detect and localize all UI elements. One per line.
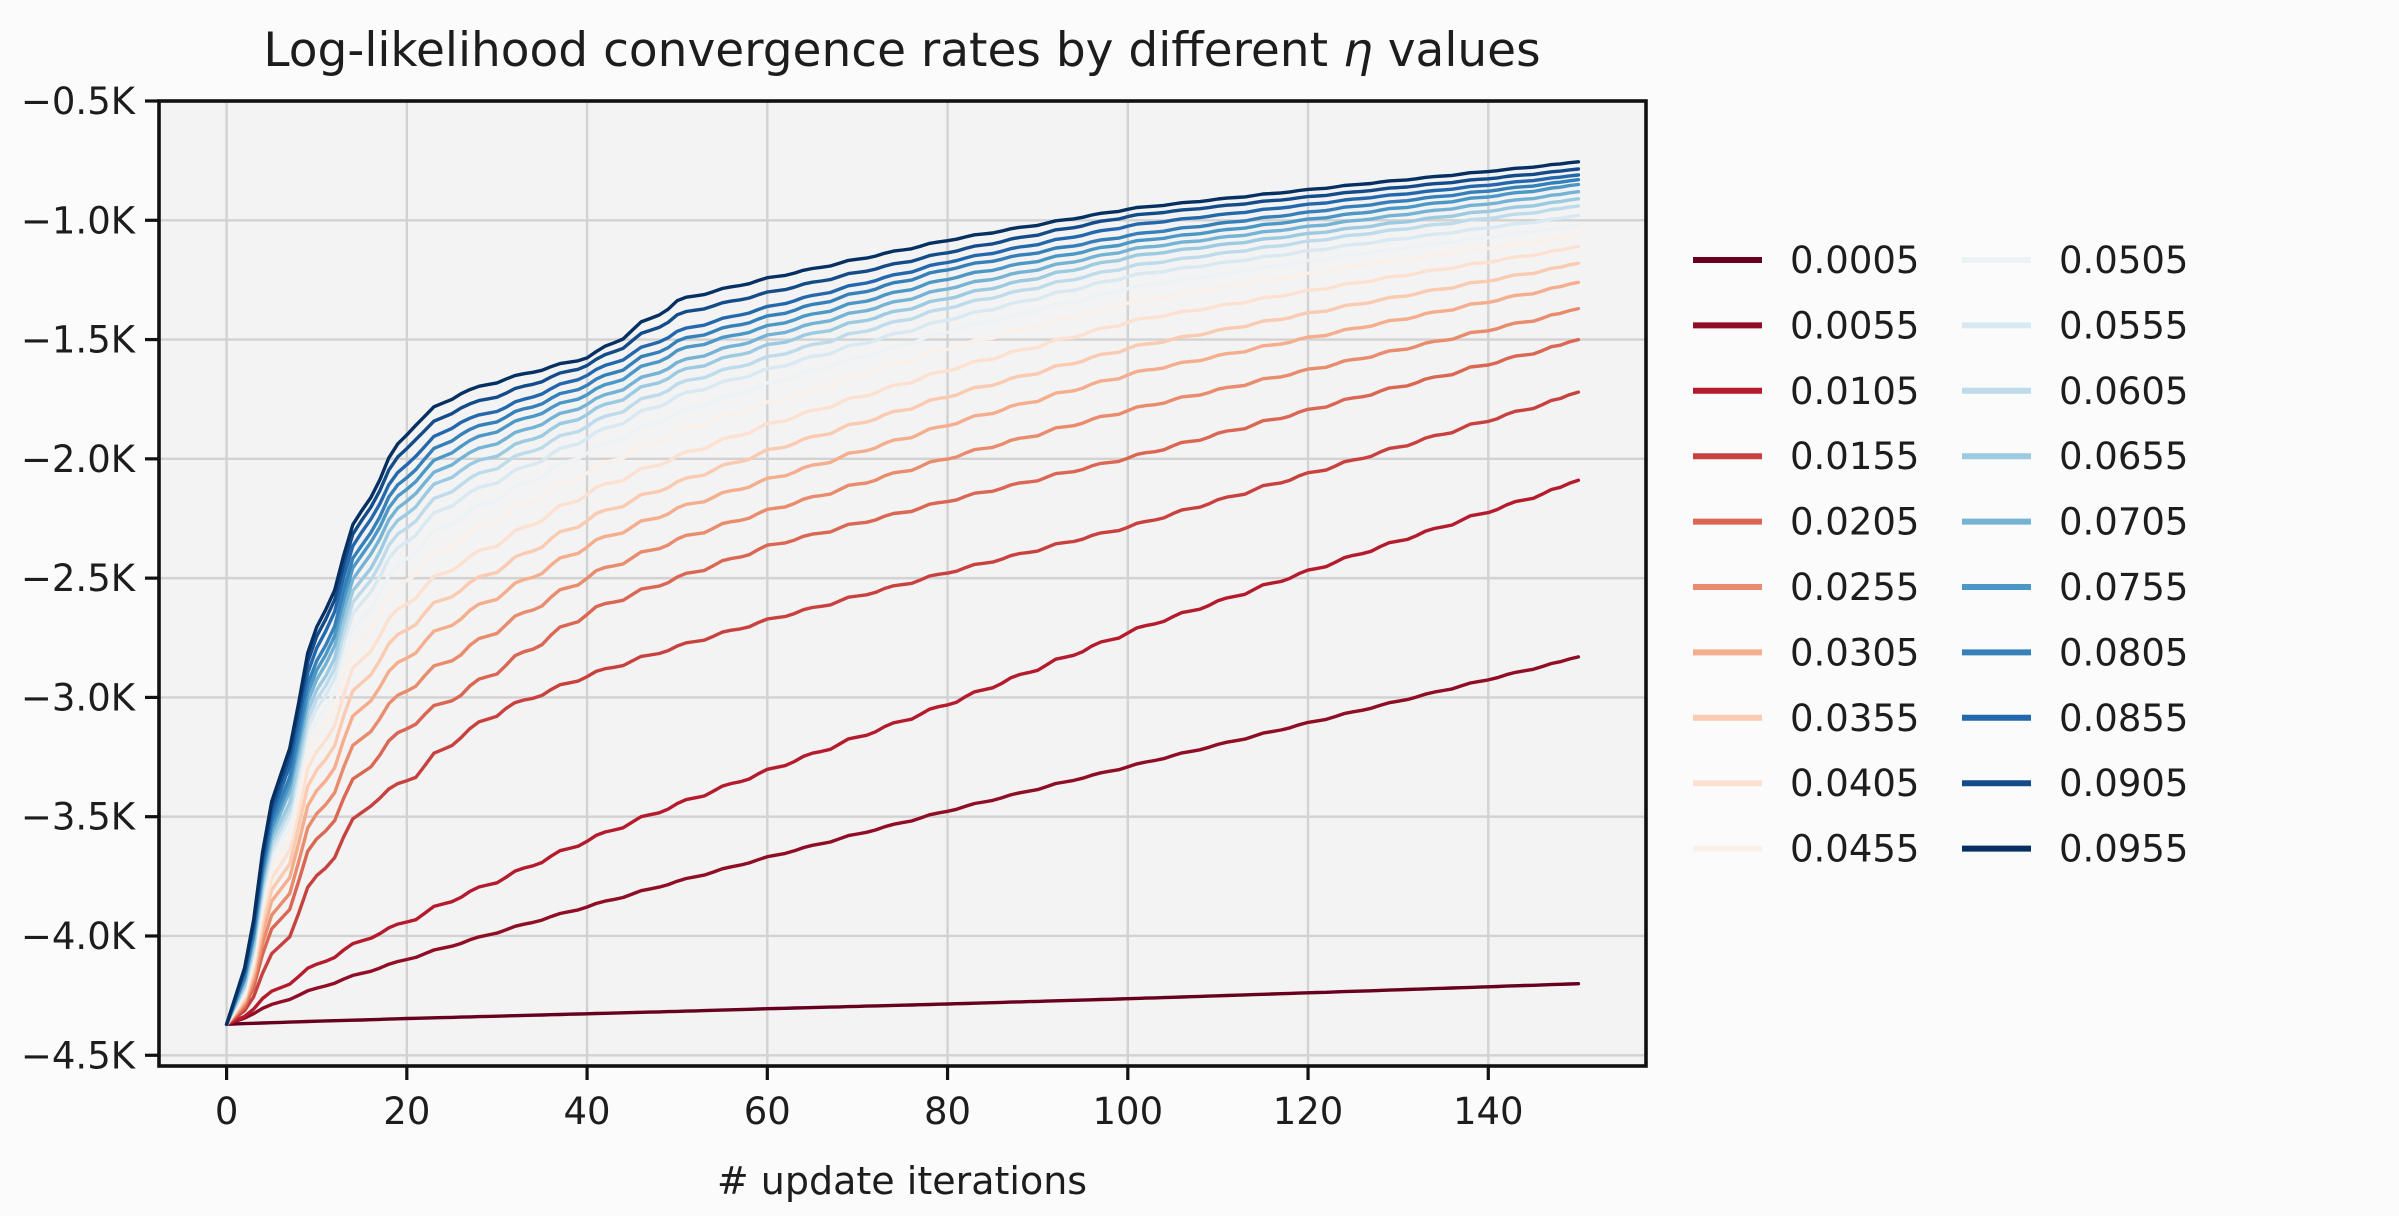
chart-title: Log-likelihood convergence rates by diff…: [263, 23, 1540, 78]
series-lines: [224, 160, 1581, 1026]
legend-item-0.0305: 0.0305: [1693, 631, 1919, 674]
series-line-0.0455: [224, 232, 1581, 1026]
legend-label: 0.0305: [1790, 631, 1919, 674]
series-line-0.0505: [224, 223, 1581, 1026]
legend-label: 0.0405: [1790, 762, 1919, 805]
x-tick-label: 60: [744, 1090, 791, 1133]
legend-item-0.0055: 0.0055: [1693, 304, 1919, 347]
legend-item-0.0355: 0.0355: [1693, 697, 1919, 740]
x-tick-label: 0: [215, 1090, 239, 1133]
y-tick-label: −2.5K: [21, 557, 137, 600]
legend-item-0.0205: 0.0205: [1693, 501, 1919, 544]
legend-item-0.0005: 0.0005: [1693, 239, 1919, 282]
legend-item-0.0605: 0.0605: [1962, 370, 2188, 413]
series-line-0.0305: [224, 280, 1581, 1026]
series-line-0.0205: [224, 337, 1581, 1026]
legend-label: 0.0605: [2059, 370, 2188, 413]
axis-tick-labels: 0 20 40 60 80 100 120 140 −0.5K −1.0K −1.5K −2.0K −2…: [21, 80, 1524, 1133]
x-axis-label: # update iterations: [717, 1159, 1087, 1203]
legend-item-0.0255: 0.0255: [1693, 566, 1919, 609]
legend-label: 0.0005: [1790, 239, 1919, 282]
x-tick-label: 120: [1273, 1090, 1344, 1133]
y-tick-label: −3.5K: [21, 796, 137, 839]
legend-label: 0.0205: [1790, 501, 1919, 544]
y-tick-label: −1.0K: [21, 199, 137, 242]
legend-item-0.0505: 0.0505: [1962, 239, 2188, 282]
series-line-0.0105: [224, 478, 1581, 1026]
legend-label: 0.0655: [2059, 435, 2188, 478]
series-line-0.0805: [224, 178, 1581, 1026]
series-line-0.0905: [224, 167, 1581, 1026]
series-line-0.0155: [224, 390, 1581, 1026]
legend-item-0.0755: 0.0755: [1962, 566, 2188, 609]
y-tick-label: −3.0K: [21, 676, 137, 719]
legend-item-0.0555: 0.0555: [1962, 304, 2188, 347]
series-line-0.0655: [224, 197, 1581, 1026]
legend-label: 0.0555: [2059, 304, 2188, 347]
legend-label: 0.0355: [1790, 697, 1919, 740]
legend-label: 0.0255: [1790, 566, 1919, 609]
chart-title-pre: Log-likelihood convergence rates by diff…: [263, 23, 1343, 78]
legend-label: 0.0705: [2059, 501, 2188, 544]
series-line-0.0405: [224, 244, 1581, 1026]
legend: 0.0005 0.0055 0.0105 0.0155 0.0205 0.0255 0.03…: [1693, 239, 2188, 871]
chart-title-post: values: [1373, 23, 1541, 78]
legend-item-0.0655: 0.0655: [1962, 435, 2188, 478]
legend-label: 0.0805: [2059, 631, 2188, 674]
legend-label: 0.0155: [1790, 435, 1919, 478]
y-tick-label: −1.5K: [21, 319, 137, 362]
legend-item-0.0705: 0.0705: [1962, 501, 2188, 544]
axis-ticks: [145, 99, 1490, 1080]
legend-label: 0.0505: [2059, 239, 2188, 282]
series-line-0.0955: [224, 160, 1581, 1026]
legend-item-0.0105: 0.0105: [1693, 370, 1919, 413]
x-tick-label: 80: [924, 1090, 971, 1133]
legend-label: 0.0955: [2059, 828, 2188, 871]
axes-spines: [157, 99, 1648, 1068]
x-tick-label: 140: [1453, 1090, 1524, 1133]
series-line-0.0555: [224, 213, 1581, 1026]
legend-label: 0.0105: [1790, 370, 1919, 413]
legend-label: 0.0455: [1790, 828, 1919, 871]
chart-title-eta: η: [1343, 23, 1373, 78]
x-tick-label: 40: [564, 1090, 611, 1133]
legend-item-0.0805: 0.0805: [1962, 631, 2188, 674]
series-line-0.0355: [224, 261, 1581, 1026]
legend-item-0.0455: 0.0455: [1693, 828, 1919, 871]
legend-item-0.0855: 0.0855: [1962, 697, 2188, 740]
series-line-0.0705: [224, 190, 1581, 1026]
y-tick-label: −0.5K: [21, 80, 137, 123]
legend-item-0.0905: 0.0905: [1962, 762, 2188, 805]
series-line-0.0005: [224, 982, 1581, 1026]
series-line-0.0605: [224, 204, 1581, 1026]
series-line-0.0255: [224, 306, 1581, 1026]
x-tick-label: 20: [383, 1090, 430, 1133]
series-line-0.0755: [224, 182, 1581, 1026]
legend-label: 0.0855: [2059, 697, 2188, 740]
series-line-0.0055: [224, 655, 1581, 1026]
legend-label: 0.0905: [2059, 762, 2188, 805]
legend-item-0.0155: 0.0155: [1693, 435, 1919, 478]
y-tick-label: −2.0K: [21, 438, 137, 481]
x-tick-label: 100: [1092, 1090, 1163, 1133]
legend-label: 0.0055: [1790, 304, 1919, 347]
y-tick-label: −4.0K: [21, 915, 137, 958]
series-line-0.0855: [224, 173, 1581, 1026]
legend-label: 0.0755: [2059, 566, 2188, 609]
legend-item-0.0405: 0.0405: [1693, 762, 1919, 805]
y-tick-label: −4.5K: [21, 1034, 137, 1077]
legend-item-0.0955: 0.0955: [1962, 828, 2188, 871]
